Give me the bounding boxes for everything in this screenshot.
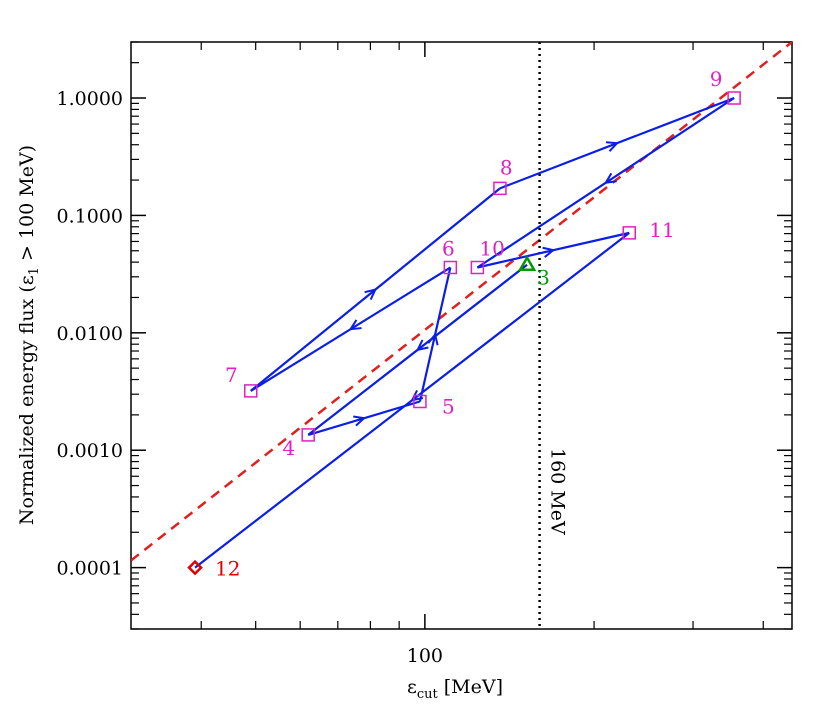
point-labels: 3 4 5 6 7 8 9 10 11 12 — [215, 67, 722, 581]
path-arrowhead — [603, 172, 617, 185]
y-tick-label: 0.0001 — [57, 558, 123, 580]
path-arrowhead — [364, 288, 378, 301]
y-tick-label: 1.0000 — [57, 88, 123, 110]
point-label-7: 7 — [225, 363, 238, 387]
point-marker-5 — [413, 394, 427, 409]
tick-labels: 0.0001 0.0010 0.0100 0.1000 1.0000 100 — [57, 88, 443, 667]
point-marker-10 — [470, 260, 485, 275]
point-label-12: 12 — [215, 557, 240, 581]
y-axis-label-post: > 100 MeV) — [16, 145, 38, 267]
y-tick-label: 0.1000 — [57, 205, 123, 227]
y-axis-label: Normalized energy flux (ε1 > 100 MeV) — [16, 145, 42, 525]
point-label-3: 3 — [537, 266, 550, 290]
point-marker-4 — [301, 428, 315, 442]
point-marker-12 — [187, 559, 203, 576]
point-marker-8 — [493, 181, 507, 196]
plot-frame — [130, 41, 793, 630]
point-label-6: 6 — [442, 237, 455, 261]
path-arrowhead — [542, 246, 556, 258]
path-arrowhead — [348, 319, 362, 331]
point-label-8: 8 — [500, 155, 513, 179]
point-markers — [187, 91, 741, 576]
path-arrowhead — [415, 339, 429, 352]
x-axis-label-main: ε — [407, 676, 417, 698]
point-marker-11 — [622, 226, 636, 240]
y-tick-label: 0.0100 — [57, 323, 123, 345]
reference-line-label: 160 MeV — [547, 448, 569, 535]
x-tick-label: 100 — [407, 645, 443, 667]
point-label-4: 4 — [282, 436, 295, 460]
axis-ticks — [131, 41, 792, 630]
point-marker-3 — [517, 255, 537, 271]
point-marker-6 — [443, 260, 458, 275]
fit-line — [131, 42, 792, 562]
path-arrowhead — [605, 141, 620, 152]
x-axis-label: εcut [MeV] — [407, 676, 503, 702]
point-label-10: 10 — [479, 237, 504, 261]
y-axis-label-subscript: 1 — [27, 267, 42, 275]
y-tick-label: 0.0010 — [57, 440, 123, 462]
plot-area — [131, 42, 792, 629]
path-arrowhead — [410, 389, 424, 402]
point-marker-9 — [727, 91, 741, 105]
point-marker-7 — [244, 384, 258, 398]
y-axis-label-pre: Normalized energy flux (ε — [16, 275, 38, 525]
x-axis-label-subscript: cut — [417, 687, 439, 702]
point-label-9: 9 — [710, 67, 723, 91]
path-arrowhead — [427, 332, 439, 346]
point-label-11: 11 — [649, 218, 674, 242]
point-label-5: 5 — [442, 394, 455, 418]
path-segments — [194, 96, 735, 569]
path-arrowhead — [353, 415, 367, 427]
x-axis-label-unit: [MeV] — [444, 676, 503, 698]
